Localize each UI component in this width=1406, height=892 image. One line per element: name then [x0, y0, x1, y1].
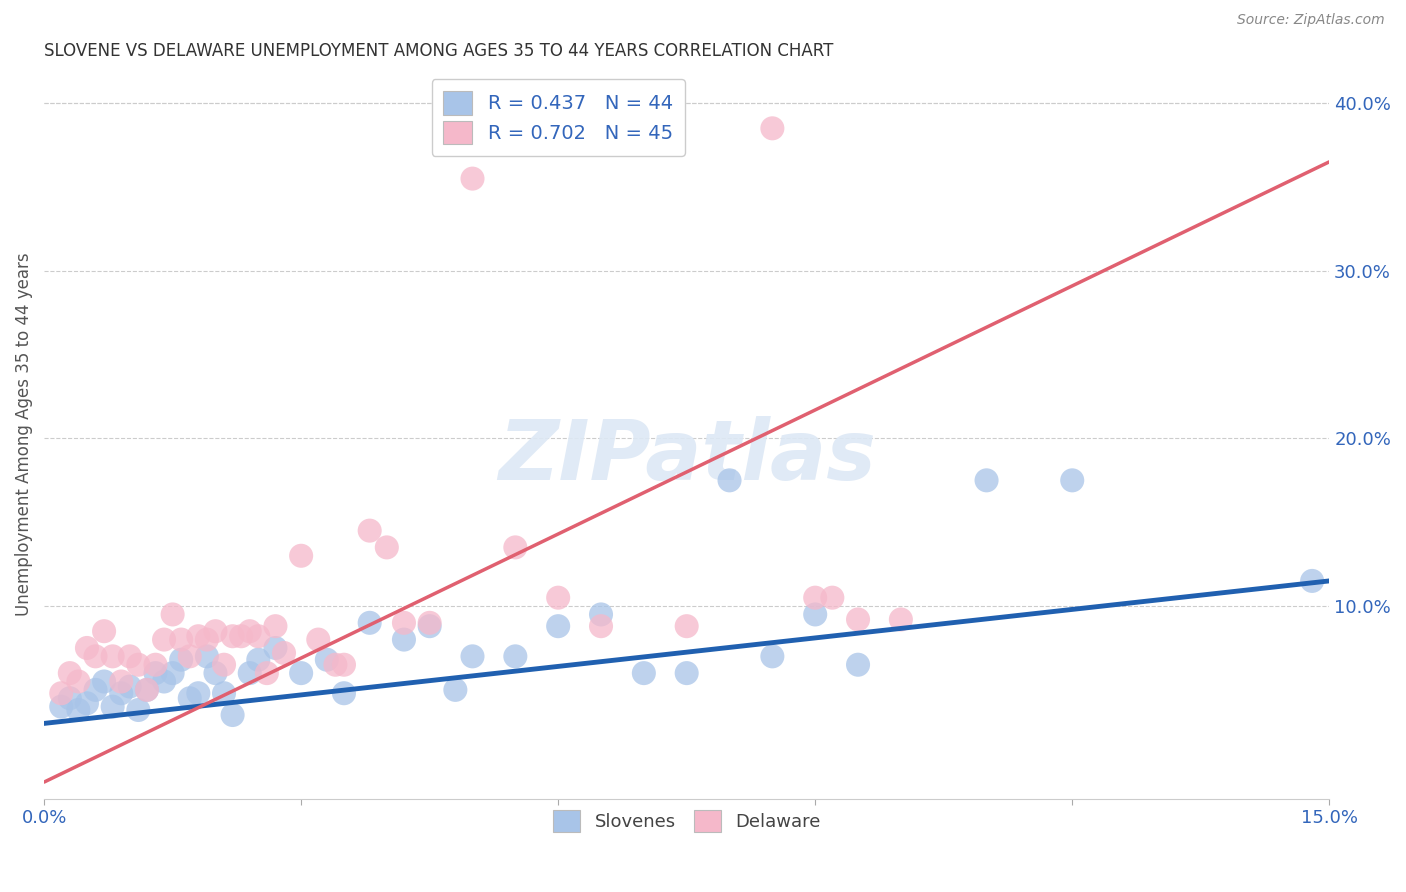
Point	[821, 591, 844, 605]
Point	[110, 686, 132, 700]
Point	[239, 624, 262, 639]
Point	[444, 682, 467, 697]
Point	[846, 657, 869, 672]
Point	[359, 524, 381, 538]
Point	[290, 549, 312, 563]
Point	[153, 632, 176, 647]
Point	[110, 674, 132, 689]
Point	[239, 666, 262, 681]
Point	[135, 682, 157, 697]
Point	[761, 121, 783, 136]
Point	[333, 657, 356, 672]
Point	[675, 619, 697, 633]
Point	[315, 653, 337, 667]
Point	[547, 619, 569, 633]
Point	[419, 615, 441, 630]
Point	[51, 699, 73, 714]
Point	[375, 541, 398, 555]
Point	[264, 640, 287, 655]
Point	[145, 657, 167, 672]
Point	[162, 607, 184, 622]
Point	[118, 680, 141, 694]
Text: SLOVENE VS DELAWARE UNEMPLOYMENT AMONG AGES 35 TO 44 YEARS CORRELATION CHART: SLOVENE VS DELAWARE UNEMPLOYMENT AMONG A…	[44, 42, 834, 60]
Point	[333, 686, 356, 700]
Point	[359, 615, 381, 630]
Point	[187, 686, 209, 700]
Point	[212, 657, 235, 672]
Point	[461, 649, 484, 664]
Point	[718, 473, 741, 487]
Point	[93, 674, 115, 689]
Point	[505, 649, 527, 664]
Point	[547, 591, 569, 605]
Point	[247, 653, 270, 667]
Point	[59, 666, 82, 681]
Point	[67, 674, 90, 689]
Point	[290, 666, 312, 681]
Point	[256, 666, 278, 681]
Text: Source: ZipAtlas.com: Source: ZipAtlas.com	[1237, 13, 1385, 28]
Point	[59, 691, 82, 706]
Point	[804, 591, 827, 605]
Point	[589, 607, 612, 622]
Text: ZIPatlas: ZIPatlas	[498, 416, 876, 497]
Point	[1301, 574, 1323, 588]
Point	[51, 686, 73, 700]
Point	[179, 649, 201, 664]
Point	[307, 632, 329, 647]
Legend: Slovenes, Delaware: Slovenes, Delaware	[540, 797, 834, 845]
Point	[170, 653, 193, 667]
Point	[153, 674, 176, 689]
Point	[212, 686, 235, 700]
Point	[135, 682, 157, 697]
Point	[419, 619, 441, 633]
Point	[247, 629, 270, 643]
Point	[127, 657, 149, 672]
Point	[505, 541, 527, 555]
Point	[461, 171, 484, 186]
Point	[761, 649, 783, 664]
Point	[976, 473, 998, 487]
Point	[392, 615, 415, 630]
Point	[170, 632, 193, 647]
Point	[127, 703, 149, 717]
Point	[264, 619, 287, 633]
Point	[101, 699, 124, 714]
Point	[204, 666, 226, 681]
Point	[179, 691, 201, 706]
Point	[84, 682, 107, 697]
Point	[187, 629, 209, 643]
Point	[93, 624, 115, 639]
Point	[846, 612, 869, 626]
Point	[392, 632, 415, 647]
Point	[67, 703, 90, 717]
Y-axis label: Unemployment Among Ages 35 to 44 years: Unemployment Among Ages 35 to 44 years	[15, 252, 32, 616]
Point	[231, 629, 253, 643]
Point	[162, 666, 184, 681]
Point	[76, 640, 98, 655]
Point	[145, 666, 167, 681]
Point	[273, 646, 295, 660]
Point	[804, 607, 827, 622]
Point	[1062, 473, 1084, 487]
Point	[589, 619, 612, 633]
Point	[890, 612, 912, 626]
Point	[118, 649, 141, 664]
Point	[325, 657, 347, 672]
Point	[84, 649, 107, 664]
Point	[633, 666, 655, 681]
Point	[195, 632, 218, 647]
Point	[221, 708, 243, 723]
Point	[204, 624, 226, 639]
Point	[76, 696, 98, 710]
Point	[101, 649, 124, 664]
Point	[221, 629, 243, 643]
Point	[195, 649, 218, 664]
Point	[675, 666, 697, 681]
